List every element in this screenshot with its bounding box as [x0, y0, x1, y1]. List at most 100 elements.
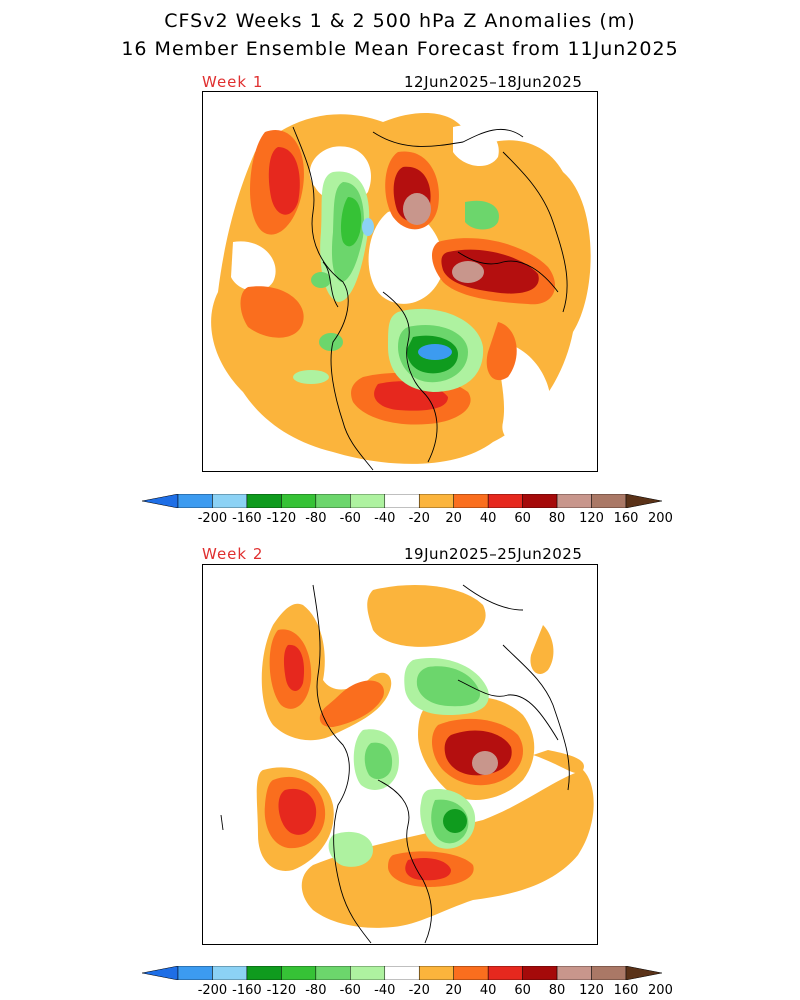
w1-neg120-south — [418, 344, 452, 360]
colorbar-swatch — [591, 966, 627, 980]
week2-map — [202, 564, 598, 945]
colorbar-swatch — [142, 494, 179, 508]
chart-title: CFSv2 Weeks 1 & 2 500 hPa Z Anomalies (m… — [164, 10, 636, 32]
colorbar-swatch — [418, 966, 454, 980]
w1-neg60-center — [340, 197, 362, 247]
colorbar-swatch — [625, 494, 662, 508]
colorbar-swatch — [522, 966, 558, 980]
colorbar-tick-label: -20 — [408, 511, 430, 526]
colorbar-swatch — [281, 966, 317, 980]
colorbar-swatch — [522, 494, 558, 508]
colorbar-tick-label: 80 — [548, 511, 566, 526]
chart-subtitle: 16 Member Ensemble Mean Forecast from 11… — [121, 38, 679, 60]
week2-map-svg — [220, 584, 594, 944]
w2-pos20-north — [367, 585, 486, 647]
colorbar-swatch — [487, 966, 523, 980]
week2-label: Week 2 — [202, 545, 264, 563]
colorbar-week1-ticks: -200 -160 -120 -80 -60 -40 -20 20 40 60 80 120 160 20… — [142, 511, 673, 527]
colorbar-tick-label: -160 — [232, 983, 262, 998]
colorbar-swatch — [177, 966, 213, 980]
colorbar-tick-label: -200 — [197, 511, 228, 526]
w1-pos40-southwest — [240, 286, 304, 338]
colorbar-tick-label: 120 — [579, 511, 604, 526]
w2-pos40-mid — [319, 680, 384, 728]
w2-neg60-southeast — [443, 809, 467, 833]
w1-neutral-region-5 — [231, 241, 276, 292]
w1-pos60-west — [268, 147, 300, 215]
w1-neg20-west — [319, 333, 343, 351]
colorbar-swatch — [177, 494, 213, 508]
week1-map — [202, 91, 598, 472]
colorbar-swatch — [246, 494, 282, 508]
colorbar-week2 — [142, 966, 662, 980]
colorbar-tick-label: -20 — [408, 983, 430, 998]
week1-label: Week 1 — [202, 73, 264, 91]
colorbar-swatch — [453, 966, 489, 980]
colorbar-tick-label: -40 — [374, 983, 396, 998]
colorbar-tick-label: 80 — [548, 983, 566, 998]
colorbar-swatch — [350, 494, 386, 508]
w2-pos20-south — [301, 770, 594, 928]
w1-coastlines — [292, 126, 568, 471]
colorbar-tick-label: -80 — [305, 983, 327, 998]
colorbar-tick-label: 60 — [514, 983, 531, 998]
w1-neg20-sw — [293, 370, 329, 384]
colorbar-swatch — [453, 494, 489, 508]
w2-pos20-rightedge — [533, 750, 584, 774]
colorbar-swatch — [142, 966, 179, 980]
colorbar-swatch — [556, 966, 592, 980]
colorbar-tick-label: -80 — [305, 511, 327, 526]
colorbar-tick-label: 20 — [445, 511, 462, 526]
w2-coastlines — [220, 584, 570, 944]
colorbar-tick-label: 160 — [613, 983, 639, 998]
colorbar-tick-label: -60 — [339, 511, 361, 526]
colorbar-week2-ticks: -200 -160 -120 -80 -60 -40 -20 20 40 60 80 120 160 20… — [142, 983, 673, 999]
colorbar-swatch — [212, 494, 248, 508]
colorbar-swatch — [350, 966, 386, 980]
w1-pos120-north — [403, 193, 431, 225]
colorbar-week1 — [142, 494, 662, 508]
week1-dates: 12Jun2025–18Jun2025 — [404, 73, 583, 91]
colorbar-tick-label: 200 — [648, 983, 673, 998]
colorbar-swatch — [418, 494, 454, 508]
w1-neg20-w2 — [311, 272, 331, 288]
colorbar-swatch — [315, 494, 351, 508]
colorbar-swatch — [591, 494, 627, 508]
week2-dates: 19Jun2025–25Jun2025 — [404, 545, 583, 563]
w1-neutral-region-3 — [453, 125, 499, 167]
w1-neg120-center — [362, 218, 374, 236]
w2-pos60-southwest — [278, 788, 317, 835]
w2-pos120-east — [472, 751, 498, 775]
w2-pos20-far-east — [530, 625, 554, 675]
colorbar-tick-label: 160 — [613, 511, 639, 526]
colorbar-tick-label: 20 — [445, 983, 462, 998]
colorbar-week1-swatches — [142, 494, 662, 508]
colorbar-swatch — [384, 494, 420, 508]
w1-pos120-east — [452, 261, 484, 283]
colorbar-tick-label: 200 — [648, 511, 673, 526]
w1-pos40-south-east — [486, 322, 517, 381]
colorbar-tick-label: -40 — [374, 511, 396, 526]
colorbar-swatch — [246, 966, 282, 980]
colorbar-swatch — [281, 494, 317, 508]
colorbar-tick-label: -200 — [197, 983, 228, 998]
colorbar-week2-swatches — [142, 966, 662, 980]
colorbar-tick-label: 40 — [479, 511, 497, 526]
colorbar-swatch — [384, 966, 420, 980]
w2-pos60-west — [283, 644, 305, 691]
colorbar-swatch — [315, 966, 351, 980]
week1-map-svg — [211, 113, 591, 471]
colorbar-tick-label: -120 — [266, 983, 297, 998]
w1-neg20-east — [465, 200, 499, 230]
colorbar-tick-label: 120 — [579, 983, 604, 998]
w2-neg40-north — [416, 666, 481, 707]
colorbar-tick-label: -160 — [232, 511, 262, 526]
w2-neg20-southwest — [328, 831, 373, 867]
colorbar-tick-label: -120 — [266, 511, 297, 526]
colorbar-tick-label: 40 — [479, 983, 497, 998]
colorbar-tick-label: -60 — [339, 983, 361, 998]
w2-pos60-south — [405, 858, 451, 881]
w1-neutral-region-2 — [368, 210, 444, 304]
colorbar-swatch — [625, 966, 662, 980]
colorbar-swatch — [487, 494, 523, 508]
